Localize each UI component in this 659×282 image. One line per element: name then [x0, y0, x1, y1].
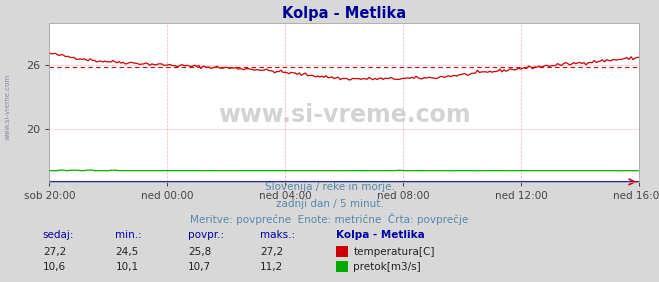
Text: 24,5: 24,5 [115, 247, 138, 257]
Text: 10,1: 10,1 [115, 262, 138, 272]
Text: www.si-vreme.com: www.si-vreme.com [218, 103, 471, 127]
Text: min.:: min.: [115, 230, 142, 240]
Text: 27,2: 27,2 [260, 247, 283, 257]
Text: temperatura[C]: temperatura[C] [353, 247, 435, 257]
Text: 25,8: 25,8 [188, 247, 211, 257]
Text: sedaj:: sedaj: [43, 230, 74, 240]
Text: 27,2: 27,2 [43, 247, 66, 257]
Text: Kolpa - Metlika: Kolpa - Metlika [336, 230, 425, 240]
Text: www.si-vreme.com: www.si-vreme.com [5, 74, 11, 140]
Text: pretok[m3/s]: pretok[m3/s] [353, 262, 421, 272]
Text: 10,6: 10,6 [43, 262, 66, 272]
Text: 10,7: 10,7 [188, 262, 211, 272]
Title: Kolpa - Metlika: Kolpa - Metlika [282, 6, 407, 21]
Text: 11,2: 11,2 [260, 262, 283, 272]
Text: povpr.:: povpr.: [188, 230, 224, 240]
Text: zadnji dan / 5 minut.: zadnji dan / 5 minut. [275, 199, 384, 209]
Text: Slovenija / reke in morje.: Slovenija / reke in morje. [264, 182, 395, 192]
Text: Meritve: povprečne  Enote: metrične  Črta: povprečje: Meritve: povprečne Enote: metrične Črta:… [190, 213, 469, 225]
Text: maks.:: maks.: [260, 230, 295, 240]
